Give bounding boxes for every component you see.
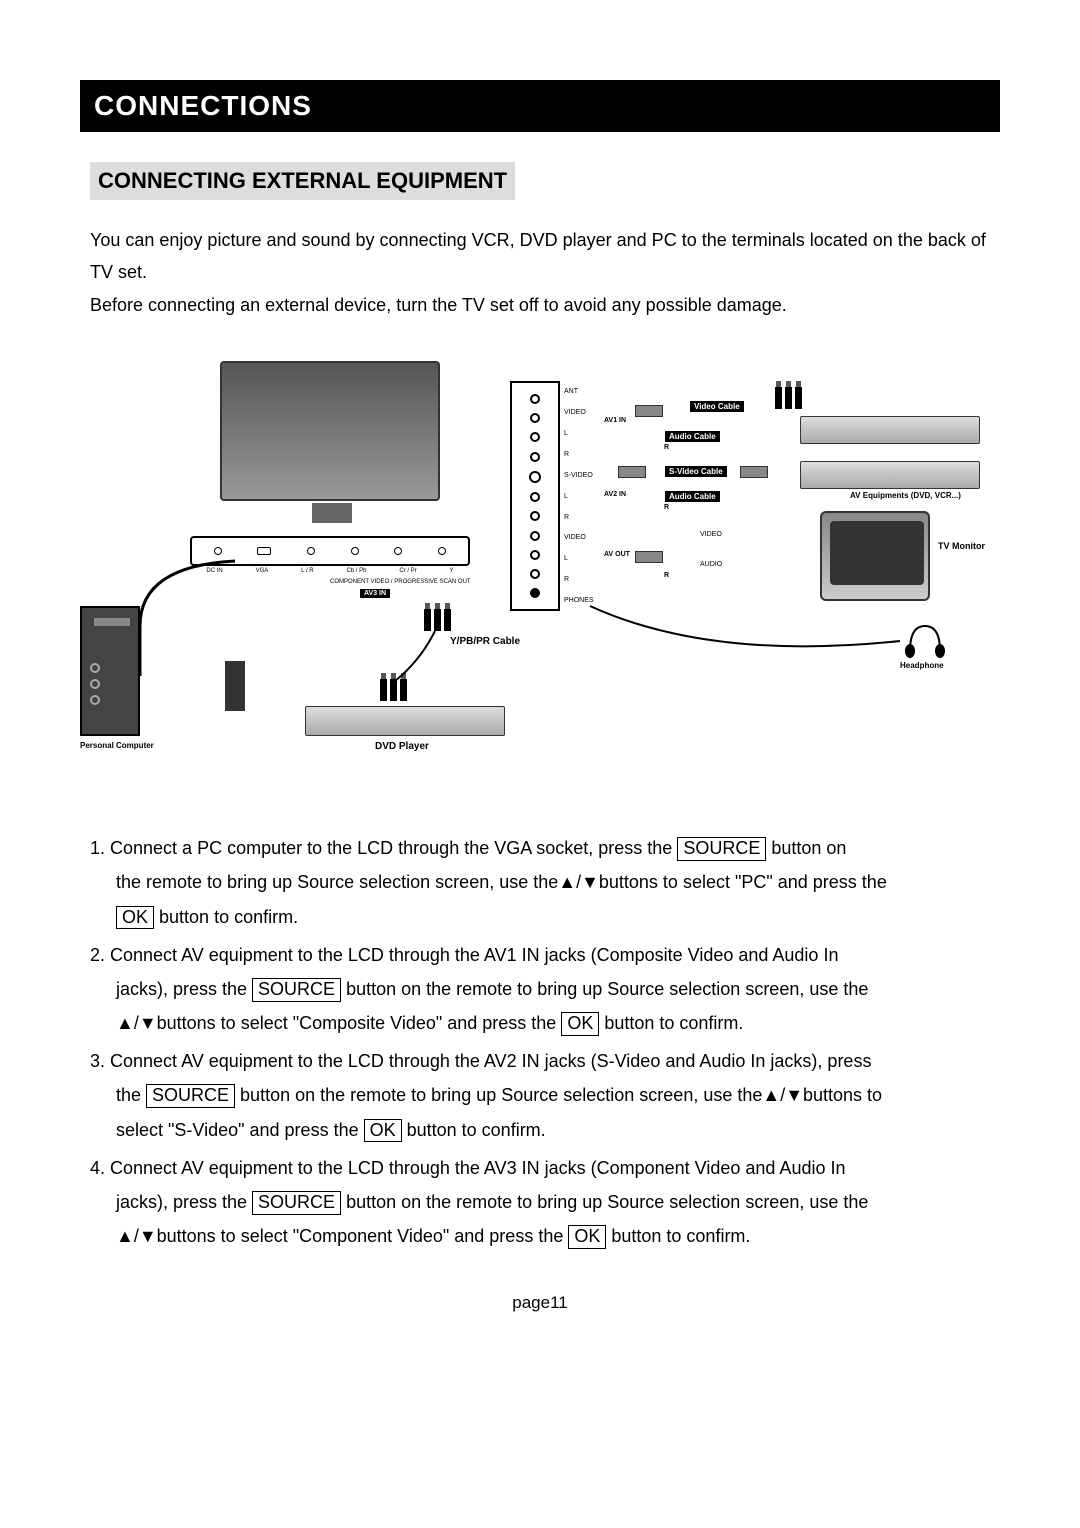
audio-label: AUDIO bbox=[700, 561, 722, 568]
av-out-label: AV OUT bbox=[604, 551, 630, 558]
lcd-tv-icon bbox=[220, 361, 440, 501]
instruction-4: 4. Connect AV equipment to the LCD throu… bbox=[90, 1151, 1000, 1254]
video-connector-icon bbox=[635, 405, 663, 417]
dvd-bottom-icon bbox=[305, 706, 505, 736]
r-label-3: R bbox=[660, 571, 673, 580]
video-cable-label: Video Cable bbox=[690, 401, 744, 412]
av3-in-label: AV3 IN bbox=[360, 589, 390, 598]
source-button-box: SOURCE bbox=[252, 978, 341, 1002]
instruction-3: 3. Connect AV equipment to the LCD throu… bbox=[90, 1044, 1000, 1147]
dvd-mid-icon bbox=[800, 461, 980, 489]
instructions-list: 1. Connect a PC computer to the LCD thro… bbox=[90, 831, 1000, 1253]
dvd-player-label: DVD Player bbox=[375, 741, 429, 752]
intro-paragraph: You can enjoy picture and sound by conne… bbox=[90, 224, 1000, 321]
page-number: page11 bbox=[80, 1293, 1000, 1313]
vga-connector-icon bbox=[225, 661, 245, 711]
instruction-2: 2. Connect AV equipment to the LCD throu… bbox=[90, 938, 1000, 1041]
ok-button-box: OK bbox=[568, 1225, 606, 1249]
tv-monitor-label: TV Monitor bbox=[938, 541, 985, 551]
connection-diagram: DC IN VGA L / R Cb / Pb Cr / Pr Y COMPON… bbox=[80, 361, 1000, 781]
svideo-connector-right bbox=[740, 466, 768, 478]
audio-cable-label-2: Audio Cable bbox=[665, 491, 720, 502]
instruction-1: 1. Connect a PC computer to the LCD thro… bbox=[90, 831, 1000, 934]
subsection-header: CONNECTING EXTERNAL EQUIPMENT bbox=[90, 162, 515, 200]
r-label-1: R bbox=[660, 443, 673, 452]
source-button-box: SOURCE bbox=[146, 1084, 235, 1108]
svideo-cable-label: S-Video Cable bbox=[665, 466, 727, 477]
tv-side-labels: ANT VIDEO L R S-VIDEO L R VIDEO L R PHON… bbox=[564, 381, 604, 611]
ok-button-box: OK bbox=[116, 906, 154, 930]
ok-button-box: OK bbox=[364, 1119, 402, 1143]
video-label: VIDEO bbox=[700, 531, 722, 538]
personal-computer-label: Personal Computer bbox=[80, 741, 154, 750]
ypbpr-cable-line bbox=[380, 621, 460, 701]
audio-cable-label-1: Audio Cable bbox=[665, 431, 720, 442]
component-video-caption: COMPONENT VIDEO / PROGRESSIVE SCAN OUT bbox=[330, 579, 471, 585]
ypbpr-cable-label: Y/PB/PR Cable bbox=[450, 636, 520, 647]
av-equipment-label: AV Equipments (DVD, VCR...) bbox=[850, 491, 961, 500]
section-header: CONNECTIONS bbox=[80, 80, 1000, 132]
avout-connector bbox=[635, 551, 663, 563]
dvd-top-icon bbox=[800, 416, 980, 444]
svideo-connector-left bbox=[618, 466, 646, 478]
av1-in-label: AV1 IN bbox=[604, 417, 626, 424]
r-label-2: R bbox=[660, 503, 673, 512]
tv-monitor-icon bbox=[820, 511, 930, 601]
tv-side-panel bbox=[510, 381, 560, 611]
av2-in-label: AV2 IN bbox=[604, 491, 626, 498]
source-button-box: SOURCE bbox=[677, 837, 766, 861]
source-button-box: SOURCE bbox=[252, 1191, 341, 1215]
pc-tower-icon bbox=[80, 606, 140, 736]
rca-plugs-1 bbox=[775, 387, 802, 409]
intro-text-content: You can enjoy picture and sound by conne… bbox=[90, 230, 986, 315]
ok-button-box: OK bbox=[561, 1012, 599, 1036]
headphone-cable bbox=[560, 601, 920, 671]
